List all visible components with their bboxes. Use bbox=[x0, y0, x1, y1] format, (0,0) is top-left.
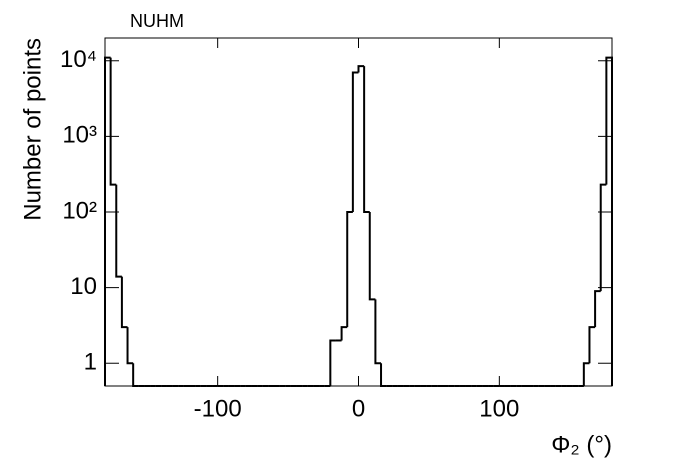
y-axis-title: Number of points bbox=[19, 38, 46, 221]
y-tick-label: 10³ bbox=[62, 122, 97, 149]
x-tick-label: 0 bbox=[352, 395, 365, 422]
histogram-bin bbox=[588, 326, 596, 364]
histogram-bin bbox=[374, 299, 382, 365]
histogram-bin bbox=[380, 363, 387, 387]
y-tick-label: 10 bbox=[70, 273, 97, 300]
histogram-bin bbox=[605, 56, 613, 386]
x-tick-label: -100 bbox=[194, 395, 242, 422]
chart-title: NUHM bbox=[130, 11, 184, 31]
histogram-bin bbox=[109, 57, 117, 186]
y-tick-label: 10² bbox=[62, 197, 97, 224]
histogram-bin bbox=[357, 65, 365, 73]
histogram-bin bbox=[115, 184, 122, 278]
histogram-bin bbox=[120, 276, 128, 329]
histogram-bin bbox=[104, 56, 111, 386]
x-tick-label: 100 bbox=[479, 395, 519, 422]
histogram-bin bbox=[346, 211, 353, 328]
histogram-bin bbox=[329, 339, 336, 386]
histogram-bin bbox=[132, 363, 139, 387]
histogram-bin bbox=[340, 326, 348, 341]
histogram-bin bbox=[351, 71, 359, 212]
histogram-bin bbox=[599, 183, 607, 292]
histogram-bin bbox=[582, 362, 590, 386]
histogram-bin bbox=[126, 327, 134, 365]
histogram-bin bbox=[594, 290, 601, 328]
y-tick-label: 10⁴ bbox=[60, 46, 97, 73]
histogram-bin bbox=[363, 66, 370, 213]
x-axis-title: Φ₂ (°) bbox=[551, 431, 612, 458]
y-tick-label: 1 bbox=[84, 349, 97, 376]
histogram-bin bbox=[368, 212, 376, 301]
